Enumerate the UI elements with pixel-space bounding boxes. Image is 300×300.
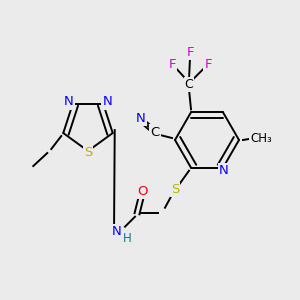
Text: N: N: [112, 225, 122, 238]
Text: H: H: [123, 232, 131, 245]
Text: S: S: [84, 146, 92, 160]
Text: C: C: [184, 78, 194, 91]
Text: N: N: [219, 164, 229, 177]
Text: S: S: [171, 183, 179, 196]
Text: N: N: [136, 112, 146, 124]
Text: CH₃: CH₃: [250, 131, 272, 145]
Text: F: F: [168, 58, 176, 71]
Text: O: O: [137, 185, 147, 198]
Text: N: N: [102, 95, 112, 109]
Text: F: F: [204, 58, 212, 71]
Text: N: N: [64, 95, 74, 109]
Text: C: C: [150, 125, 160, 139]
Text: F: F: [186, 46, 194, 59]
